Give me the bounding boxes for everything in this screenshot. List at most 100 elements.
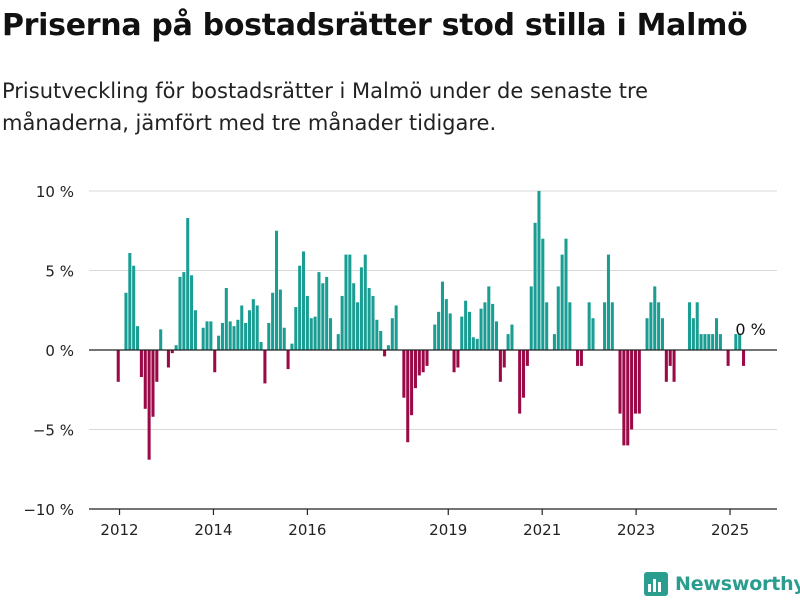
bar (479, 308, 483, 350)
bar (151, 350, 155, 417)
x-axis-tick-labels: 2012 2014 2016 2019 2021 2023 2025 (100, 521, 749, 539)
bar (545, 302, 549, 350)
bar (259, 342, 263, 350)
bar (518, 350, 522, 414)
y-axis-tick-labels: 10 % 5 % 0 % −5 % −10 % (23, 183, 74, 519)
bar (290, 343, 294, 350)
bar (128, 253, 132, 350)
bar (525, 350, 529, 366)
bar (529, 286, 533, 350)
bar (576, 350, 580, 366)
bar (379, 330, 383, 350)
bar (487, 286, 491, 350)
bar (359, 267, 363, 350)
bar (213, 350, 217, 373)
bar (305, 295, 309, 350)
bar (313, 316, 317, 350)
bar (610, 302, 614, 350)
bar (236, 319, 240, 350)
bar (475, 338, 479, 350)
newsworthy-logo: Newsworthy (643, 570, 800, 598)
bar (522, 350, 526, 398)
bar (715, 318, 719, 350)
bar (464, 300, 468, 350)
bar (155, 350, 159, 382)
bar (657, 302, 661, 350)
bar (483, 302, 487, 350)
bars (116, 191, 746, 460)
bar (537, 191, 541, 350)
bar (186, 218, 190, 350)
bar (402, 350, 406, 398)
bar (321, 283, 325, 350)
bar (228, 321, 232, 350)
bar (209, 321, 213, 350)
bar (711, 334, 715, 350)
bar (437, 311, 441, 350)
bar (726, 350, 730, 366)
bar (444, 299, 448, 350)
bar (622, 350, 626, 446)
bar (695, 302, 699, 350)
bar (251, 299, 255, 350)
bar (491, 303, 495, 350)
x-tick-label: 2025 (711, 521, 749, 539)
bar (159, 329, 163, 350)
bar (367, 287, 371, 350)
bar (174, 345, 178, 350)
bar (232, 326, 236, 350)
bar (552, 334, 556, 350)
grid-lines (89, 190, 777, 430)
bar (742, 350, 746, 366)
chart-subtitle: Prisutveckling för bostadsrätter i Malmö… (2, 79, 649, 135)
bar (147, 350, 151, 460)
bar (278, 289, 282, 350)
bar (190, 275, 194, 350)
bar (707, 334, 711, 350)
bar (325, 276, 329, 350)
bar (383, 350, 387, 357)
x-tick-label: 2012 (100, 521, 138, 539)
bar (587, 302, 591, 350)
bar (352, 283, 356, 350)
bar (421, 350, 425, 373)
bar (568, 302, 572, 350)
y-tick-label: 10 % (36, 183, 74, 201)
bar (494, 321, 499, 350)
bar (456, 350, 460, 368)
bar (425, 350, 429, 366)
bar (348, 254, 352, 350)
bar (467, 311, 472, 350)
bar (626, 350, 630, 446)
bar (255, 305, 259, 350)
bar (371, 295, 375, 350)
bar (718, 334, 722, 350)
y-tick-label: 5 % (45, 263, 74, 281)
bar (193, 310, 197, 350)
bar (271, 292, 275, 350)
bar (440, 281, 444, 350)
bar (460, 316, 464, 350)
x-tick-label: 2014 (194, 521, 232, 539)
bar (205, 321, 209, 350)
x-tick-label: 2019 (429, 521, 467, 539)
bar (298, 265, 302, 350)
bar (116, 350, 120, 382)
bar (653, 286, 657, 350)
bar (510, 324, 514, 350)
newsworthy-logo-text: Newsworthy (675, 573, 800, 595)
bar (506, 334, 510, 350)
bar (672, 350, 676, 382)
y-tick-label: −10 % (23, 501, 74, 519)
bar (630, 350, 634, 430)
bar (340, 295, 344, 350)
bar (217, 335, 221, 350)
bar (703, 334, 707, 350)
bar (633, 350, 637, 414)
bar (136, 326, 140, 350)
bar (356, 302, 360, 350)
bar (182, 272, 186, 350)
bar (687, 302, 692, 350)
bar (344, 254, 348, 350)
